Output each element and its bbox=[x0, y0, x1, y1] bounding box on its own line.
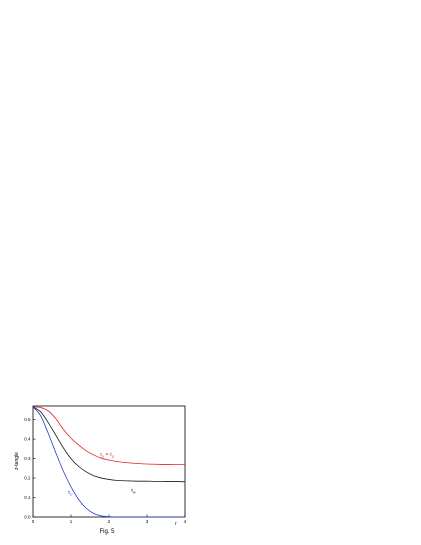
x-tick-label: 2 bbox=[108, 519, 111, 524]
x-tick-label: 0 bbox=[32, 519, 35, 524]
y-tick-label: 0.4 bbox=[24, 437, 31, 442]
y-axis-label: z-tangle bbox=[14, 452, 20, 470]
series-line-tau-w bbox=[32, 406, 186, 483]
y-tick-label: 0.0 bbox=[24, 515, 31, 520]
x-tick-label: 4 bbox=[184, 519, 187, 524]
figure-caption: Fig. 5 bbox=[99, 529, 115, 535]
series-line-tau-c bbox=[32, 406, 185, 518]
x-axis-label: r bbox=[175, 521, 177, 527]
y-tick-label: 0.3 bbox=[24, 456, 31, 461]
x-tick-label: 3 bbox=[146, 519, 149, 524]
x-tick-label: 1 bbox=[70, 519, 73, 524]
data-series bbox=[32, 406, 186, 518]
plot-frame bbox=[32, 405, 186, 518]
series-label-tau-c: τC bbox=[68, 490, 73, 497]
series-line-tau-pq bbox=[32, 406, 186, 466]
x-axis-ticks: 0 1 2 3 4 bbox=[32, 514, 187, 524]
y-tick-label: 0.2 bbox=[24, 476, 31, 481]
y-axis-ticks: 0.0 0.1 0.2 0.3 0.4 0.5 bbox=[24, 417, 36, 520]
y-tick-label: 0.5 bbox=[24, 417, 31, 422]
series-label-tau-w: τw bbox=[131, 488, 136, 495]
series-label-tau-pq: τp = τq bbox=[100, 452, 114, 459]
y-tick-label: 0.1 bbox=[24, 495, 31, 500]
